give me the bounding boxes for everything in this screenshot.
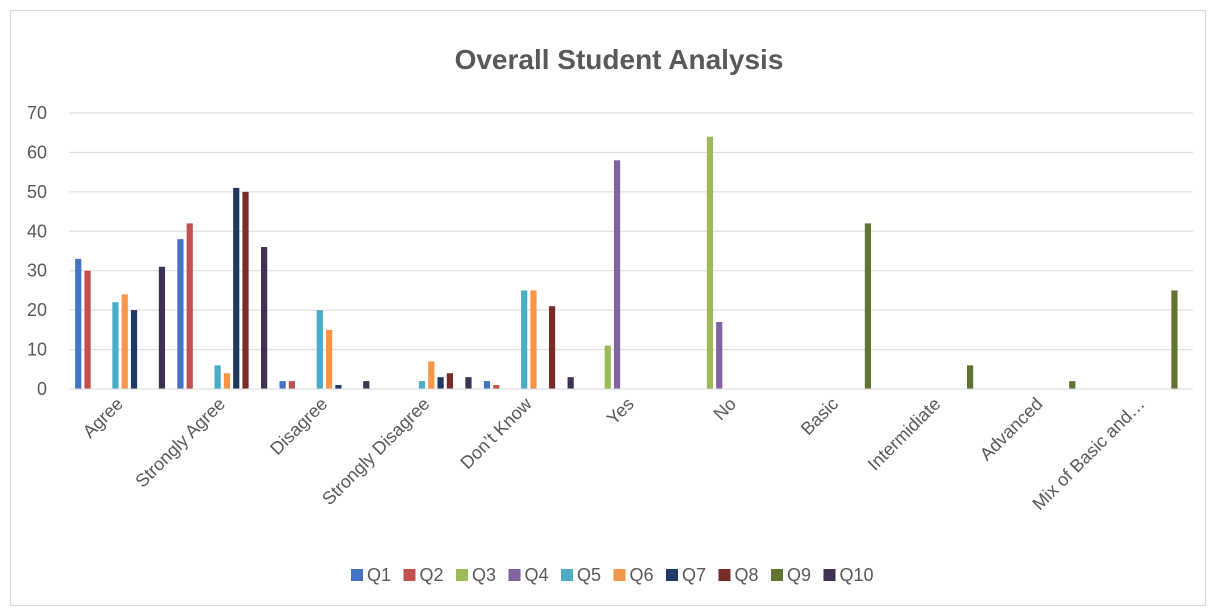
bar-q5-1	[214, 365, 221, 389]
bar-q8-4	[548, 306, 556, 389]
bar-q4-6	[716, 321, 723, 389]
bar-q7-1	[233, 187, 240, 389]
category-label: Agree	[79, 394, 127, 442]
gridlines	[69, 112, 1193, 351]
category-label: Basic	[797, 394, 842, 439]
category-label: No	[710, 394, 740, 424]
bar-q7-2	[335, 385, 342, 389]
legend-swatch-q9	[771, 569, 783, 581]
y-tick-label: 40	[27, 221, 47, 241]
legend-label-q3: Q3	[472, 565, 496, 585]
bar-q8-1	[242, 191, 249, 389]
y-tick-label: 20	[27, 300, 47, 320]
bar-q10-1	[261, 247, 268, 389]
bar-q9-7	[864, 223, 872, 389]
legend-label-q2: Q2	[420, 565, 444, 585]
y-tick-label: 60	[27, 142, 47, 162]
bars	[75, 136, 1178, 389]
legend-swatch-q3	[456, 569, 468, 581]
legend-swatch-q4	[508, 569, 521, 581]
bar-q3-6	[706, 136, 714, 389]
category-label: Strongly Disagree	[318, 394, 433, 509]
chart-area: Overall Student Analysis 0 10 20 30 40 50 60 70…	[10, 10, 1206, 606]
y-tick-label: 10	[27, 340, 47, 360]
category-label: Intermidiate	[864, 394, 945, 475]
bar-q6-1	[223, 373, 231, 389]
bar-q1-1	[177, 239, 184, 389]
y-tick-label: 0	[37, 379, 47, 399]
legend-swatch-q2	[403, 569, 416, 581]
bar-q7-0	[130, 310, 138, 389]
category-label: Disagree	[266, 394, 331, 459]
bar-q8-3	[446, 373, 453, 389]
category-label: Advanced	[976, 394, 1047, 465]
legend-swatch-q5	[561, 569, 573, 581]
legend-label-q5: Q5	[577, 565, 601, 585]
y-tick-label: 50	[27, 182, 47, 202]
bar-q6-2	[326, 329, 333, 389]
bar-q5-3	[418, 381, 426, 389]
legend-label-q10: Q10	[840, 565, 874, 585]
legend-swatch-q6	[613, 569, 626, 581]
legend-label-q4: Q4	[525, 565, 549, 585]
bar-q10-3	[465, 377, 472, 389]
bar-q2-1	[186, 223, 193, 389]
bar-q10-0	[158, 266, 166, 389]
bar-q10-2	[363, 381, 370, 389]
legend-label-q6: Q6	[630, 565, 654, 585]
bar-q9-8	[966, 365, 974, 389]
category-label: Don’t Know	[456, 393, 536, 473]
bar-q2-4	[493, 385, 500, 389]
legend-label-q1: Q1	[367, 565, 391, 585]
bar-q5-0	[112, 302, 119, 389]
chart-title: Overall Student Analysis	[455, 44, 784, 75]
bar-q2-2	[288, 381, 296, 389]
legend-label-q9: Q9	[787, 565, 811, 585]
legend-swatch-q8	[718, 569, 731, 581]
bar-q3-5	[604, 345, 611, 389]
legend-label-q7: Q7	[682, 565, 706, 585]
category-label: Strongly Agree	[131, 394, 229, 492]
bar-q1-4	[483, 381, 491, 389]
bar-q6-0	[121, 294, 128, 389]
bar-q7-3	[437, 377, 444, 389]
bar-q6-3	[428, 361, 435, 389]
legend-label-q8: Q8	[735, 565, 759, 585]
bar-q10-4	[567, 377, 574, 389]
bar-q9-9	[1069, 381, 1076, 389]
bar-q5-2	[316, 310, 323, 389]
y-tick-label: 30	[27, 261, 47, 281]
bar-q1-2	[279, 381, 286, 389]
legend: Q1 Q2 Q3 Q4 Q5 Q6 Q7 Q8 Q9 Q10	[351, 565, 874, 585]
legend-swatch-q7	[666, 569, 678, 581]
bar-q4-5	[613, 160, 621, 389]
bar-q2-0	[84, 270, 91, 389]
bar-q5-4	[521, 290, 528, 389]
category-label: Yes	[603, 394, 638, 429]
y-tick-label: 70	[27, 103, 47, 123]
y-axis-ticks: 0 10 20 30 40 50 60 70	[27, 103, 47, 399]
bar-q1-0	[75, 258, 82, 389]
legend-swatch-q10	[823, 569, 836, 581]
legend-swatch-q1	[351, 569, 363, 581]
category-label: Mix of Basic and…	[1028, 394, 1148, 514]
bar-chart: Overall Student Analysis 0 10 20 30 40 50 60 70…	[27, 44, 1193, 585]
bar-q9-10	[1171, 290, 1178, 389]
bar-q6-4	[530, 290, 537, 389]
